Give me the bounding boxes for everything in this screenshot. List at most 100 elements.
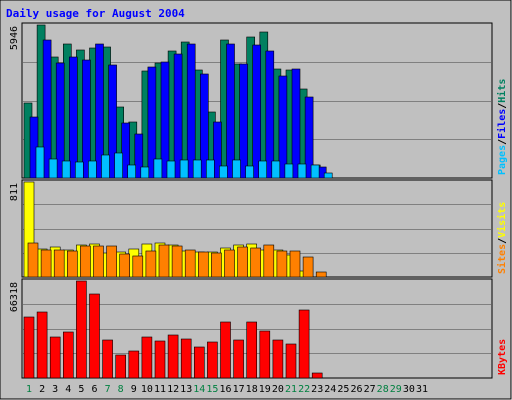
day-label-12: 12 (167, 384, 179, 395)
bar-files-day-16 (226, 43, 235, 179)
bar-kbytes-day-15 (207, 341, 218, 379)
bar-pages-day-6 (101, 154, 110, 179)
bar-files-day-10 (147, 66, 157, 179)
bar-pages-day-17 (245, 165, 254, 179)
day-label-14: 14 (193, 384, 205, 395)
bar-kbytes-day-14 (194, 346, 205, 379)
bar-kbytes-day-16 (220, 321, 231, 379)
bar-files-day-13 (186, 43, 196, 179)
bar-sites-day-8 (119, 253, 130, 278)
bar-files-day-8 (121, 122, 130, 179)
bar-sites-day-12 (171, 245, 183, 278)
bar-sites-day-2 (40, 249, 52, 278)
bar-kbytes-day-20 (272, 339, 284, 379)
bar-files-day-14 (200, 73, 209, 179)
bar-sites-day-16 (224, 249, 235, 278)
bar-pages-day-10 (153, 158, 163, 179)
bar-pages-day-1 (35, 146, 45, 179)
bar-sites-day-20 (276, 250, 288, 278)
bar-files-day-3 (55, 62, 65, 179)
bar-sites-day-23 (315, 271, 327, 278)
day-label-7: 7 (105, 384, 111, 395)
bar-files-day-22 (304, 96, 314, 179)
bar-sites-day-11 (158, 244, 170, 278)
legend-entry-sites: Sites (496, 244, 508, 274)
bar-pages-day-13 (192, 159, 202, 179)
day-label-3: 3 (52, 384, 58, 395)
bar-files-day-18 (252, 44, 261, 179)
bar-sites-day-7 (106, 245, 117, 278)
bar-files-day-9 (134, 133, 144, 179)
day-label-25: 25 (337, 384, 349, 395)
bar-files-day-6 (95, 43, 104, 179)
bar-kbytes-day-7 (102, 339, 113, 379)
bar-files-day-4 (69, 56, 78, 179)
day-label-1: 1 (26, 384, 32, 395)
bar-kbytes-day-23 (311, 372, 323, 379)
bar-pages-day-23 (323, 172, 333, 179)
legend-entry-files: Files (496, 109, 508, 139)
bar-files-day-5 (82, 59, 91, 179)
day-label-24: 24 (324, 384, 336, 395)
bar-files-day-15 (213, 121, 222, 179)
day-label-19: 19 (259, 384, 271, 395)
bar-sites-day-14 (198, 251, 209, 278)
legend-separator: / (497, 238, 508, 244)
bar-files-day-20 (278, 75, 288, 179)
bar-kbytes-day-2 (36, 311, 48, 379)
day-label-23: 23 (311, 384, 323, 395)
chart-title: Daily usage for August 2004 (6, 7, 185, 20)
bar-pages-day-12 (179, 159, 189, 179)
bar-pages-day-21 (297, 163, 307, 179)
bar-pages-day-14 (206, 159, 215, 179)
day-label-29: 29 (390, 384, 402, 395)
bar-sites-day-3 (53, 249, 65, 278)
bar-sites-day-10 (145, 250, 157, 278)
bar-kbytes-day-1 (23, 316, 35, 379)
bar-kbytes-day-18 (246, 321, 257, 379)
bar-sites-day-19 (263, 244, 275, 278)
bar-sites-day-13 (184, 249, 196, 278)
bar-pages-day-4 (75, 161, 84, 179)
bar-kbytes-day-10 (141, 336, 153, 379)
bar-pages-day-11 (166, 160, 176, 179)
day-label-21: 21 (285, 384, 297, 395)
legend-label-visits-sites: Sites/Visits (496, 202, 508, 274)
bar-pages-day-22 (310, 164, 320, 179)
bar-pages-day-16 (232, 159, 241, 179)
bar-files-day-17 (239, 63, 248, 179)
legend-entry-visits: Visits (496, 202, 508, 238)
day-label-9: 9 (131, 384, 137, 395)
day-label-16: 16 (219, 384, 231, 395)
bar-pages-day-8 (127, 164, 136, 179)
day-label-30: 30 (403, 384, 415, 395)
legend-label-pages-files-hits: Pages/Files/Hits (496, 79, 508, 175)
bar-sites-day-22 (302, 256, 314, 278)
day-label-28: 28 (377, 384, 389, 395)
day-label-6: 6 (91, 384, 97, 395)
legend-separator: / (497, 139, 508, 145)
day-label-17: 17 (233, 384, 245, 395)
bar-pages-day-20 (284, 163, 294, 179)
bar-pages-day-15 (219, 165, 228, 179)
day-label-11: 11 (154, 384, 166, 395)
day-label-22: 22 (298, 384, 310, 395)
bar-sites-day-18 (250, 247, 261, 278)
legend-separator: / (497, 103, 508, 109)
bar-files-day-19 (265, 50, 275, 179)
bar-pages-day-7 (114, 152, 123, 179)
bar-sites-day-5 (80, 245, 91, 278)
bar-sites-day-6 (93, 245, 104, 278)
day-label-4: 4 (65, 384, 71, 395)
day-label-8: 8 (118, 384, 124, 395)
bar-kbytes-day-3 (49, 336, 61, 379)
day-label-10: 10 (141, 384, 153, 395)
legend-entry-hits: Hits (496, 79, 508, 103)
bar-files-day-12 (173, 53, 183, 179)
bar-kbytes-day-6 (89, 293, 100, 379)
bar-kbytes-day-19 (259, 330, 271, 379)
bar-kbytes-day-9 (128, 350, 140, 379)
day-label-5: 5 (78, 384, 84, 395)
ymax-label-pages-files-hits: 5946 (9, 26, 20, 50)
